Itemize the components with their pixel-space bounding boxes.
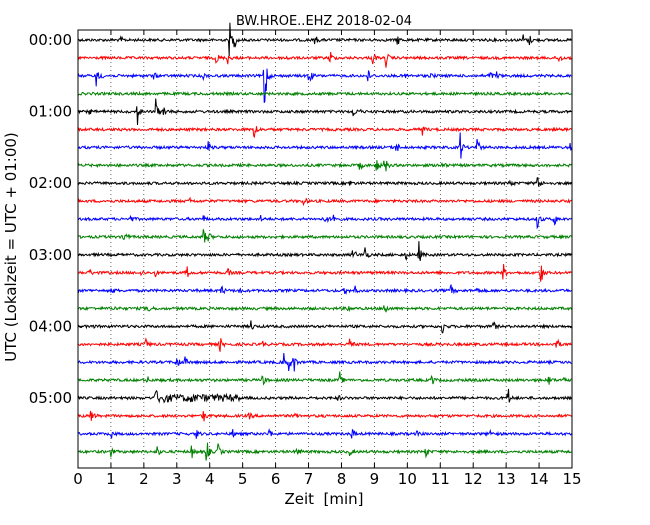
y-tick-label: 01:00: [29, 103, 72, 121]
x-tick-label: 10: [398, 470, 417, 488]
grid-lines: [110, 30, 540, 468]
trace-line: [77, 388, 572, 404]
y-tick-label: 02:00: [29, 174, 72, 192]
trace-line: [77, 22, 572, 57]
trace-line: [77, 371, 572, 386]
trace-line: [77, 284, 572, 295]
trace-line: [77, 90, 572, 97]
trace-line: [77, 352, 572, 372]
y-tick-label: 03:00: [29, 246, 72, 264]
trace-line: [77, 126, 572, 139]
trace-line: [77, 442, 572, 461]
trace-line: [77, 132, 572, 159]
x-tick-label: 3: [172, 470, 182, 488]
trace-line: [77, 51, 572, 68]
trace-line: [77, 241, 572, 262]
x-axis-label: Zeit [min]: [284, 490, 363, 508]
y-axis-label: UTC (Lokalzeit = UTC + 01:00): [2, 132, 20, 362]
trace-line: [77, 229, 572, 243]
trace-line: [78, 177, 572, 187]
x-tick-label: 4: [205, 470, 215, 488]
trace-line: [77, 68, 572, 104]
chart-title: BW.HROE..EHZ 2018-02-04: [236, 14, 412, 29]
y-tick-labels: 00:00 01:00 02:00 03:00 04:00 05:00: [29, 31, 72, 407]
x-tick-label: 6: [271, 470, 281, 488]
x-tick-label: 13: [497, 470, 516, 488]
trace-line: [77, 196, 572, 207]
trace-line: [77, 410, 572, 422]
trace-line: [77, 305, 572, 313]
trace-line: [77, 427, 572, 439]
x-tick-label: 11: [431, 470, 450, 488]
x-tick-label: 1: [106, 470, 116, 488]
x-tick-label: 7: [304, 470, 314, 488]
x-tick-label: 0: [73, 470, 83, 488]
x-tick-label: 2: [139, 470, 149, 488]
trace-line: [77, 160, 572, 172]
trace-line: [77, 98, 572, 126]
x-tick-labels: 0 1 2 3 4 5 6 7 8 9 10 11 12 13 14 15: [73, 470, 581, 488]
y-tick-label: 05:00: [29, 389, 72, 407]
y-tick-label: 00:00: [29, 31, 72, 49]
plot-frame: [77, 29, 573, 469]
x-tick-label: 14: [530, 470, 549, 488]
x-tick-label: 8: [337, 470, 347, 488]
x-tick-label: 9: [370, 470, 380, 488]
trace-line: [77, 320, 572, 334]
trace-line: [77, 337, 572, 352]
trace-line: [77, 214, 572, 230]
x-tick-label: 12: [464, 470, 483, 488]
trace-line: [77, 263, 572, 282]
x-tick-label: 5: [238, 470, 248, 488]
x-tick-label: 15: [562, 470, 581, 488]
seismogram-traces: [77, 22, 572, 461]
y-tick-label: 04:00: [29, 317, 72, 335]
axis-ticks: [77, 30, 573, 468]
